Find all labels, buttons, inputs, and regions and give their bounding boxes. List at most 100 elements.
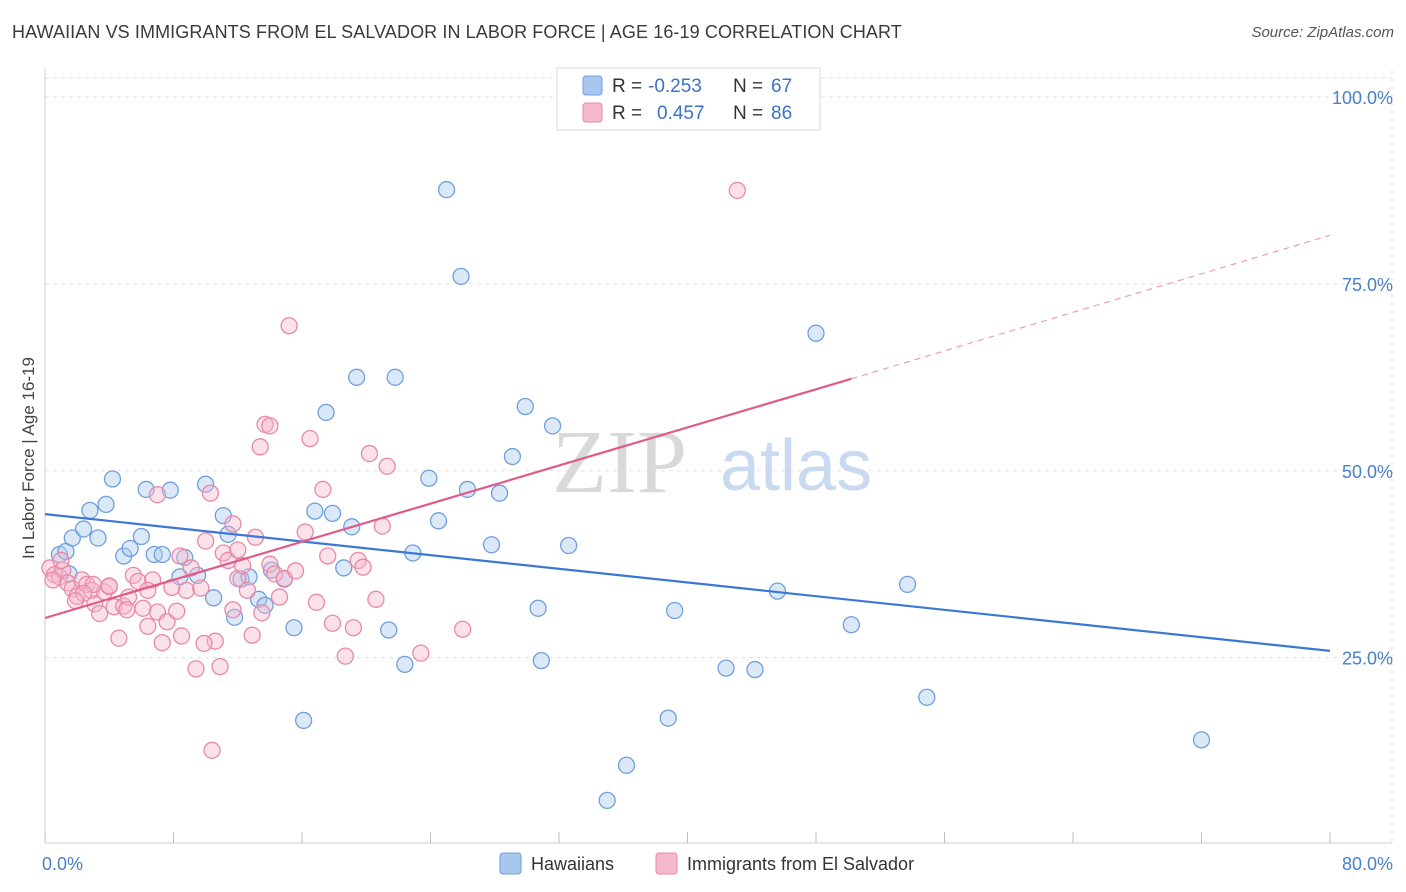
series-legend-swatch-hawaiians <box>499 852 522 875</box>
data-point <box>168 602 186 620</box>
trend-line-0 <box>44 513 1331 652</box>
legend-swatch-el-salvador <box>582 102 603 123</box>
data-point <box>134 599 152 617</box>
data-point <box>224 515 242 533</box>
data-point <box>482 536 501 554</box>
data-point <box>171 547 189 565</box>
data-point <box>386 368 404 386</box>
x-tick-label-max: 80.0% <box>1342 854 1393 874</box>
y-axis-label: In Labor Force | Age 16-19 <box>19 357 38 559</box>
data-point <box>195 634 213 653</box>
data-point <box>918 688 936 706</box>
source-note: Source: ZipAtlas.com <box>1251 24 1394 41</box>
data-point <box>294 711 313 730</box>
legend-n-value-el-salvador: 86 <box>771 103 792 124</box>
watermark-atlas: atlas <box>720 426 872 506</box>
data-point <box>728 181 746 200</box>
data-point <box>270 588 289 606</box>
data-point <box>266 565 284 583</box>
legend-r-value-hawaiians: -0.253 <box>648 76 702 97</box>
data-point <box>153 545 171 564</box>
data-point <box>187 660 205 678</box>
data-point <box>177 581 196 599</box>
data-point <box>360 444 379 463</box>
gridlines <box>45 70 1393 842</box>
data-point <box>746 660 764 679</box>
data-point <box>52 551 70 570</box>
data-point <box>153 634 171 652</box>
data-point <box>205 589 223 607</box>
series-legend-swatch-el-salvador <box>655 852 678 875</box>
y-tick-label-25: 25.0% <box>1342 649 1393 669</box>
data-point <box>807 324 825 342</box>
data-point <box>717 659 735 677</box>
data-point <box>251 438 269 456</box>
data-point <box>203 741 221 759</box>
data-point <box>367 590 385 608</box>
data-point <box>280 317 298 335</box>
y-tick-label-75: 75.0% <box>1342 275 1393 295</box>
data-point <box>121 539 139 558</box>
y-tick-label-100: 100.0% <box>1332 88 1393 108</box>
data-point <box>182 559 200 577</box>
trend-lines <box>44 234 1331 652</box>
data-point <box>307 593 326 611</box>
data-point <box>103 470 122 488</box>
data-point <box>420 469 438 487</box>
data-point <box>842 616 860 634</box>
data-point <box>666 601 684 620</box>
data-point <box>323 504 342 523</box>
data-point <box>137 480 155 499</box>
data-point <box>238 581 257 599</box>
data-point <box>253 604 271 622</box>
data-point <box>306 502 324 520</box>
trend-line-extension-1 <box>851 234 1331 380</box>
data-point <box>396 655 414 674</box>
data-point <box>196 532 215 550</box>
data-point <box>317 403 335 422</box>
data-point <box>543 417 562 435</box>
data-point <box>148 486 167 504</box>
data-point <box>529 599 547 617</box>
data-point <box>323 614 342 632</box>
data-point <box>453 620 472 638</box>
data-point <box>296 523 314 541</box>
data-point <box>132 527 151 546</box>
data-point <box>81 501 99 520</box>
legend-r-label-el-salvador: R = <box>612 103 642 124</box>
data-point <box>490 484 509 502</box>
data-point <box>354 558 372 576</box>
data-point <box>63 529 81 547</box>
data-point <box>44 571 62 589</box>
y-tick-label-50: 50.0% <box>1342 462 1393 482</box>
axes <box>44 68 1392 844</box>
data-point <box>437 181 456 199</box>
data-point <box>380 621 398 639</box>
data-point <box>97 495 115 514</box>
data-point <box>229 541 247 559</box>
data-point <box>285 619 303 637</box>
data-point <box>314 480 332 499</box>
data-point <box>344 619 363 637</box>
data-point <box>559 536 578 555</box>
data-point <box>211 657 229 676</box>
series-legend-label-el-salvador: Immigrants from El Salvador <box>687 854 914 874</box>
legend-n-label-el-salvador: N = <box>733 103 763 124</box>
legend-r-value-el-salvador: 0.457 <box>657 103 705 124</box>
series-points-1 <box>41 181 746 759</box>
series-legend-label-hawaiians: Hawaiians <box>531 854 614 874</box>
data-point <box>503 447 522 466</box>
data-point <box>161 481 179 499</box>
data-point <box>617 756 636 774</box>
legend-n-value-hawaiians: 67 <box>771 76 792 97</box>
data-point <box>336 647 355 665</box>
data-point <box>192 579 210 597</box>
data-point <box>452 267 470 286</box>
data-point <box>110 629 128 647</box>
data-point <box>659 709 677 727</box>
data-point <box>74 520 93 538</box>
data-point <box>243 626 261 644</box>
data-point <box>286 562 305 580</box>
data-point <box>139 617 157 635</box>
